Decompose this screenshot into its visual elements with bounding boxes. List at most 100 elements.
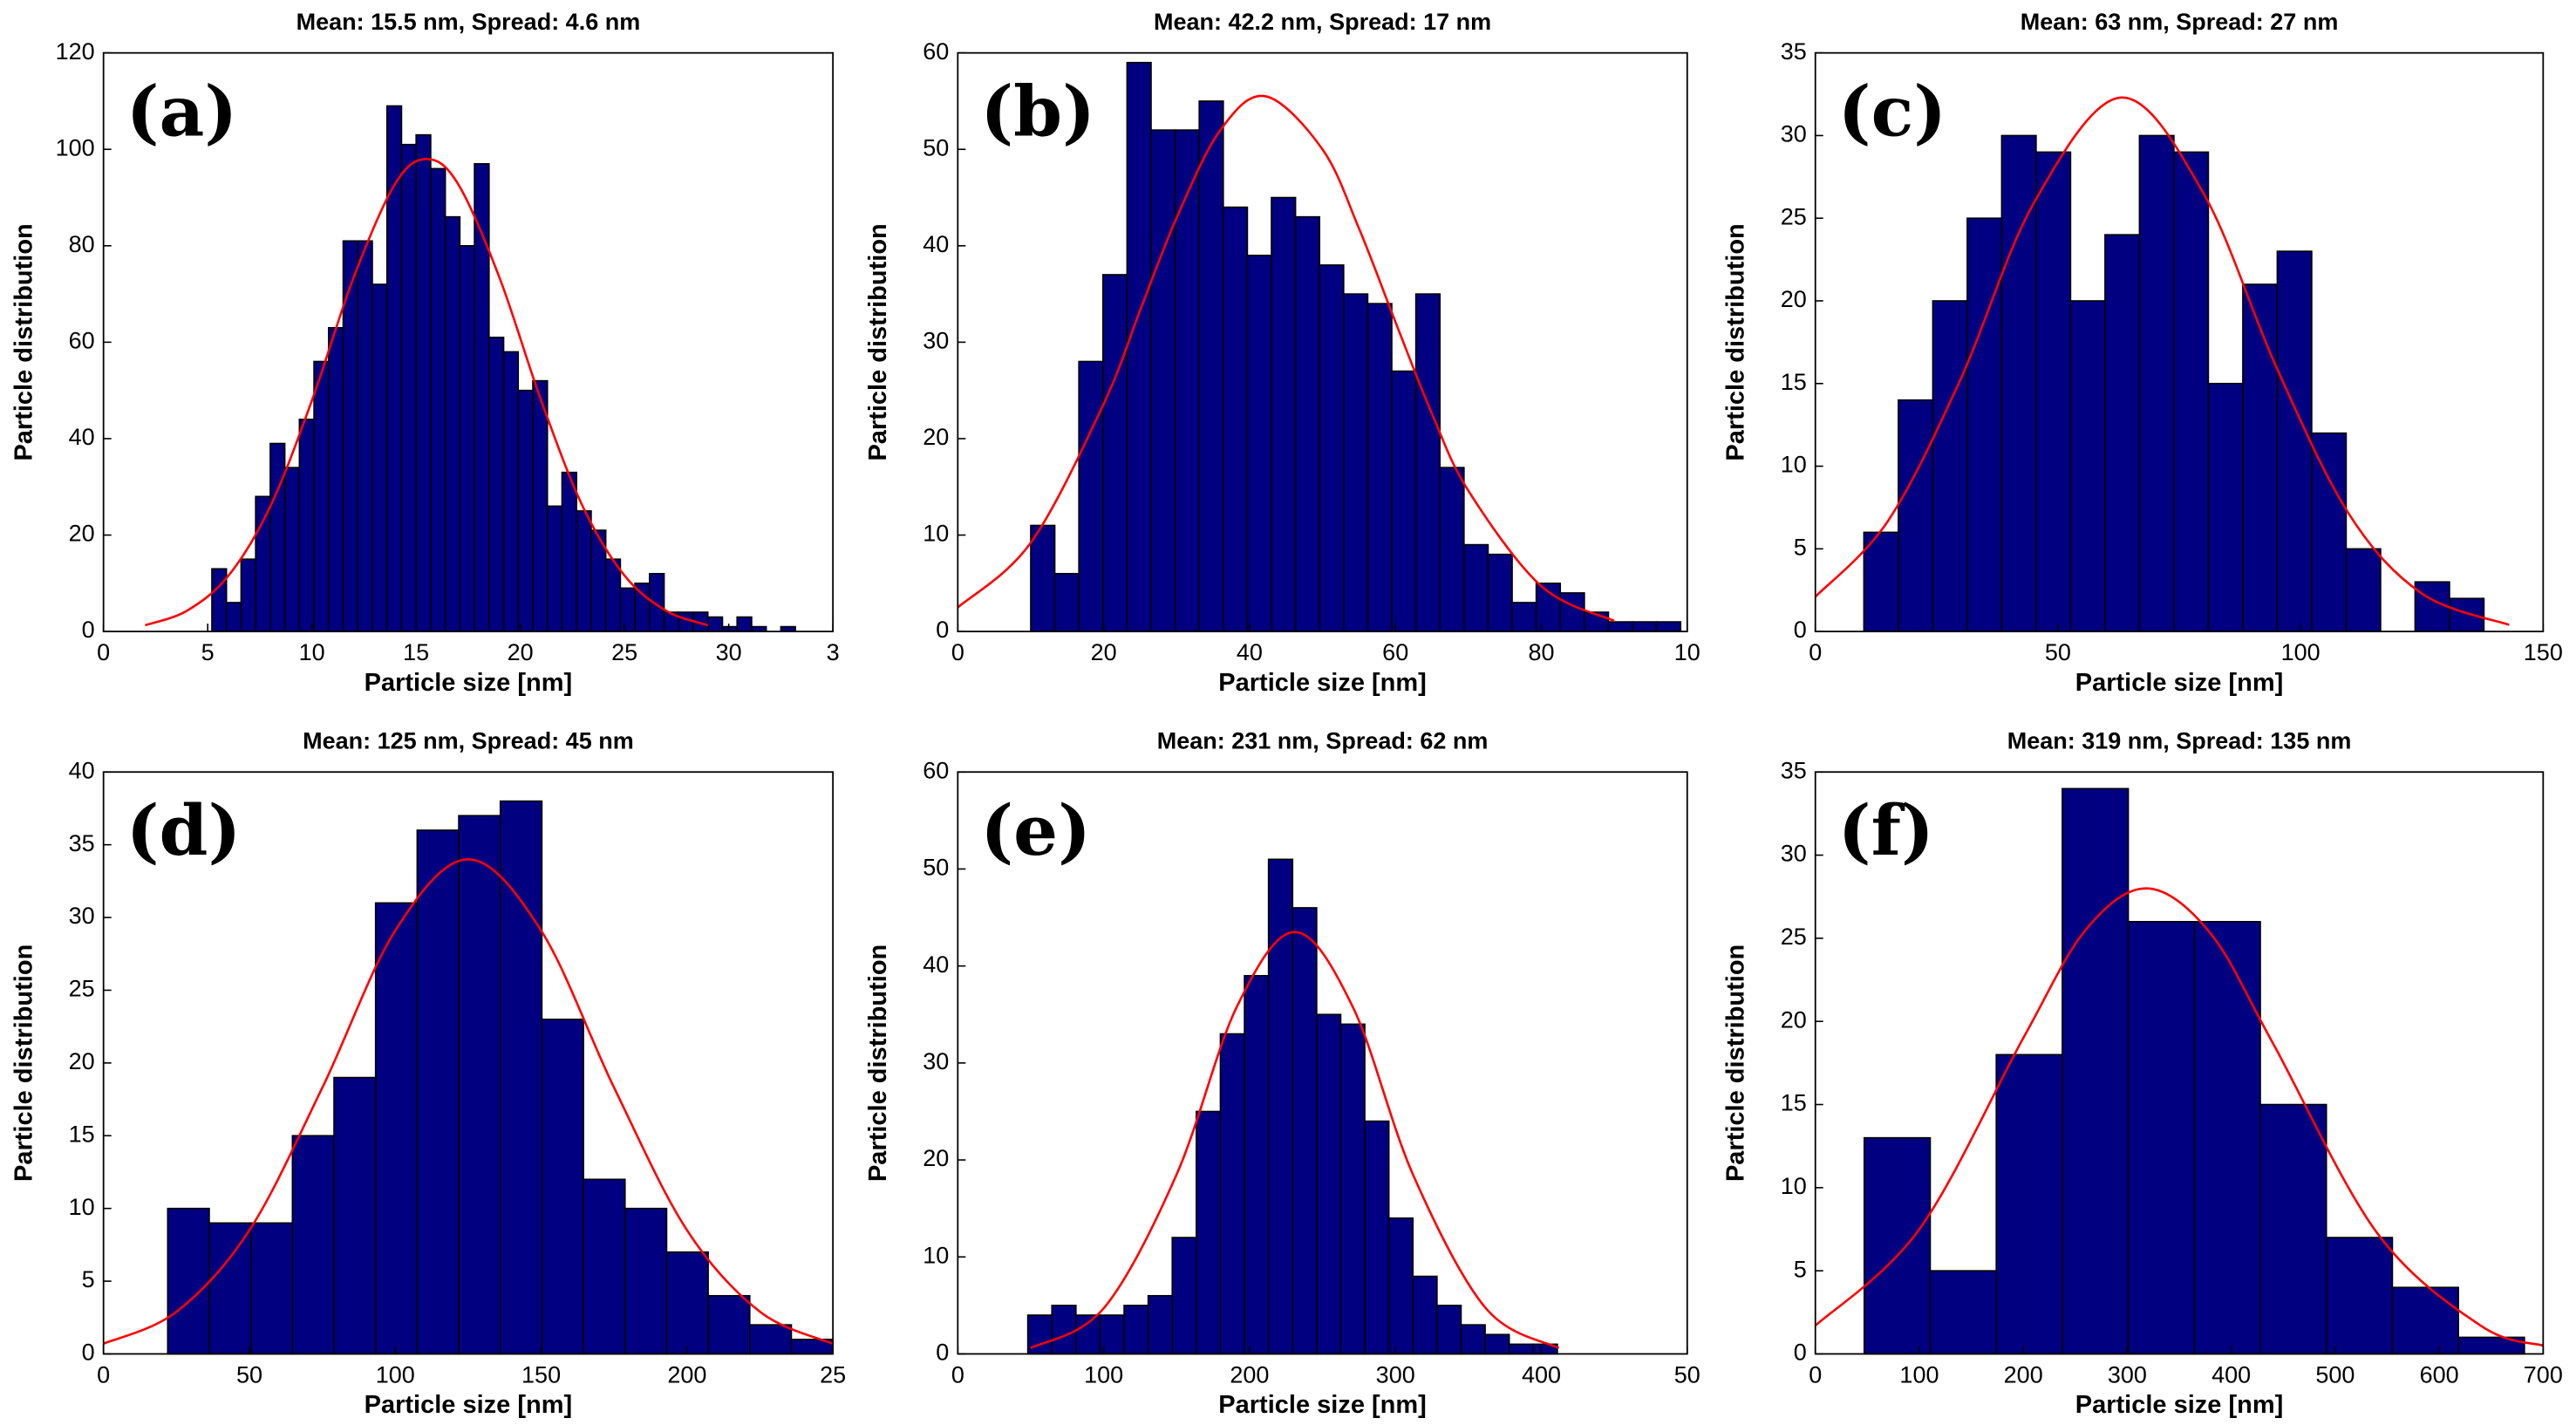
bar [1366, 303, 1393, 632]
y-tick-label: 15 [69, 1121, 95, 1147]
bar [2173, 151, 2210, 632]
bar [576, 510, 592, 632]
bar [1078, 360, 1104, 632]
y-tick-label: 60 [69, 328, 95, 354]
chart-title: Mean: 125 nm, Spread: 45 nm [303, 727, 634, 753]
x-axis-label: Particle size [nm] [1218, 669, 1427, 697]
x-tick-label: 25 [611, 639, 637, 665]
bar [1053, 572, 1080, 632]
bar [583, 1178, 626, 1355]
bar [444, 215, 461, 632]
y-tick-label: 20 [1781, 286, 1807, 312]
y-axis-label: Particle distribution [1721, 223, 1749, 460]
y-tick-label: 5 [1794, 1256, 1807, 1282]
bar [2325, 1237, 2394, 1355]
y-tick-label: 10 [1781, 1173, 1807, 1199]
x-tick-label: 600 [2420, 1362, 2459, 1388]
x-tick-label: 30 [716, 639, 742, 665]
y-tick-label: 80 [69, 231, 95, 257]
bar [1414, 293, 1441, 632]
bar [1484, 1333, 1510, 1355]
y-tick-label: 30 [923, 1048, 949, 1074]
histogram-panel: 0 100 200 300 400 500 600 700 0 5 10 15 20 25 30 35 Mean… [1721, 727, 2562, 1419]
bar [1126, 61, 1152, 632]
bar [1051, 1305, 1077, 1355]
y-tick-label: 20 [923, 1145, 949, 1171]
x-tick-label: 0 [1809, 1362, 1822, 1388]
x-tick-label: 150 [2524, 639, 2563, 665]
chart-title: Mean: 15.5 nm, Spread: 4.6 nm [296, 9, 641, 35]
bar [2207, 382, 2244, 632]
bar [748, 1324, 793, 1355]
bar [1898, 399, 1934, 632]
panel-label: (a) [126, 71, 238, 153]
x-tick-label: 20 [1091, 639, 1117, 665]
bar [1343, 293, 1369, 632]
bar [1339, 1023, 1366, 1355]
fit-curve [1814, 96, 2510, 626]
bar [2104, 234, 2141, 632]
bar [1364, 1120, 1390, 1355]
bar [1150, 129, 1176, 632]
panel-label: (b) [980, 71, 1095, 153]
bar [2259, 1103, 2327, 1355]
bar [374, 902, 419, 1355]
y-tick-label: 35 [1781, 38, 1807, 65]
bar [1995, 1053, 2063, 1355]
x-tick-label: 0 [951, 1362, 964, 1388]
y-tick-label: 60 [923, 38, 949, 65]
panel-label: (f) [1838, 789, 1934, 871]
bar [167, 1207, 210, 1355]
bar [1244, 974, 1270, 1355]
bar [2061, 788, 2130, 1355]
axes-box [1814, 51, 2545, 633]
x-tick-label: 0 [951, 639, 964, 665]
y-tick-label: 20 [1781, 1006, 1807, 1033]
y-tick-label: 20 [69, 1048, 95, 1074]
bar [517, 389, 534, 632]
y-tick-label: 30 [1781, 121, 1807, 147]
bar [2138, 134, 2175, 632]
chart-title: Mean: 319 nm, Spread: 135 nm [2007, 727, 2352, 753]
x-tick-label: 0 [97, 1362, 110, 1388]
y-tick-label: 0 [936, 617, 949, 643]
bar [532, 379, 549, 632]
bar [298, 419, 315, 632]
bar [2345, 548, 2382, 632]
bar [1391, 370, 1417, 632]
bar [430, 167, 446, 632]
bar [400, 143, 417, 632]
y-tick-label: 50 [923, 134, 949, 160]
y-tick-label: 35 [1781, 757, 1807, 783]
y-tick-label: 120 [56, 38, 95, 65]
y-tick-label: 0 [82, 1340, 95, 1366]
x-tick-label: 50 [236, 1362, 262, 1388]
bar [1932, 300, 1968, 632]
fit-curve [1814, 887, 2544, 1347]
bar [2311, 432, 2348, 632]
bar [546, 505, 563, 632]
x-tick-label: 100 [1084, 1362, 1123, 1388]
y-tick-label: 15 [1781, 1090, 1807, 1116]
y-tick-label: 25 [69, 976, 95, 1002]
bar [1929, 1270, 1997, 1355]
bar [458, 815, 501, 1355]
y-tick-label: 100 [56, 134, 95, 160]
bar [678, 611, 694, 632]
panel-label: (c) [1838, 71, 1946, 153]
bar [502, 351, 520, 632]
y-tick-label: 0 [936, 1340, 949, 1366]
bar [707, 1294, 751, 1355]
bar [249, 1222, 294, 1355]
bar [1223, 206, 1249, 632]
bar [1460, 1324, 1486, 1355]
x-tick-label: 15 [403, 639, 429, 665]
bar [2127, 921, 2196, 1355]
bar [1487, 553, 1513, 632]
x-tick-label: 300 [2108, 1362, 2147, 1388]
bar [283, 467, 301, 632]
x-tick-label: 400 [2211, 1362, 2251, 1388]
y-axis-label: Particle distribution [864, 944, 892, 1182]
